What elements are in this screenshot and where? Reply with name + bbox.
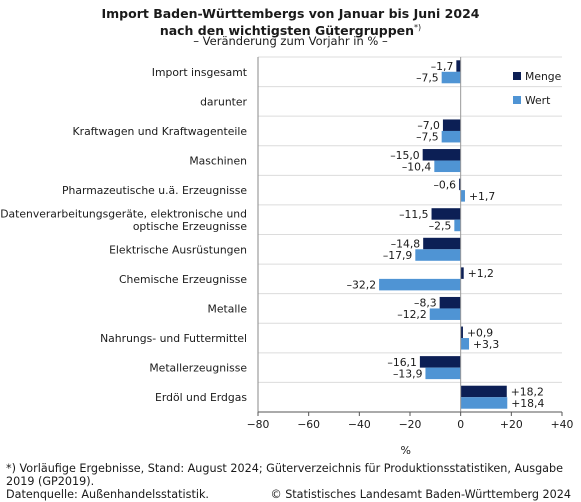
data-label: –8,3 xyxy=(414,297,437,310)
bar-wert xyxy=(460,190,465,202)
bar-menge xyxy=(439,296,461,309)
category-label: Maschinen xyxy=(189,155,247,168)
data-label: –0,6 xyxy=(433,178,456,191)
category-label: Pharmazeutische u.ä. Erzeugnisse xyxy=(62,184,247,197)
bar-menge xyxy=(460,326,463,339)
data-label: +18,2 xyxy=(511,385,544,398)
data-label: –1,7 xyxy=(431,60,454,73)
bar-wert xyxy=(434,160,461,173)
bar-menge xyxy=(442,119,461,131)
x-tick-label: +40 xyxy=(551,418,574,431)
data-label: +1,2 xyxy=(468,267,494,280)
data-label: –14,8 xyxy=(391,238,421,251)
bar-wert xyxy=(441,130,461,143)
x-tick-label: −40 xyxy=(348,418,371,431)
category-label: Metalle xyxy=(208,302,248,315)
bar-menge xyxy=(423,237,461,250)
legend-swatch-wert xyxy=(513,96,521,104)
data-label: +1,7 xyxy=(469,190,495,203)
bar-wert xyxy=(454,219,461,232)
x-tick-label: +20 xyxy=(500,418,523,431)
bar-wert xyxy=(429,308,461,320)
legend-label: Wert xyxy=(525,94,550,107)
x-axis-label: % xyxy=(400,444,410,457)
bar-wert xyxy=(425,367,461,380)
bar-menge xyxy=(456,60,461,72)
chart-title-line2: nach den wichtigsten Gütergruppen*) xyxy=(0,20,581,38)
data-source: Datenquelle: Außenhandelsstatistik. xyxy=(6,488,209,501)
footnote: *) Vorläufige Ergebnisse, Stand: August … xyxy=(6,462,564,488)
data-label: +3,3 xyxy=(473,338,499,351)
data-label: –11,5 xyxy=(399,208,428,221)
x-tick-label: −20 xyxy=(399,418,422,431)
category-label: Metallerzeugnisse xyxy=(149,362,247,375)
bar-menge xyxy=(419,356,461,368)
category-label: Nahrungs- und Futtermittel xyxy=(100,332,247,345)
data-label: –15,0 xyxy=(390,149,420,162)
bar-menge xyxy=(459,178,461,191)
category-label: Erdöl und Erdgas xyxy=(155,391,247,404)
data-label: –7,5 xyxy=(416,131,439,144)
bar-menge xyxy=(460,267,464,279)
bar-wert xyxy=(441,71,461,84)
data-label: –10,4 xyxy=(402,160,432,173)
data-label: –12,2 xyxy=(397,308,426,321)
bar-wert xyxy=(415,249,461,261)
footnote-marker: *) xyxy=(414,23,422,32)
data-label: –16,1 xyxy=(387,356,416,369)
chart-title-text-2: nach den wichtigsten Gütergruppen xyxy=(159,23,415,39)
category-label: Kraftwagen und Kraftwagenteile xyxy=(73,125,248,138)
legend-swatch-menge xyxy=(513,72,521,80)
chart-title: Import Baden-Württembergs von Januar bis… xyxy=(101,6,480,21)
copyright: © Statistisches Landesamt Baden-Württemb… xyxy=(270,488,571,501)
data-label: –7,5 xyxy=(416,72,439,85)
data-label: –13,9 xyxy=(393,367,423,380)
bar-menge xyxy=(460,385,507,398)
bar-wert xyxy=(379,278,461,291)
x-tick-label: 0 xyxy=(457,418,464,431)
data-label: +18,4 xyxy=(511,397,544,410)
bar-wert xyxy=(460,397,508,409)
data-label: –7,0 xyxy=(417,119,440,132)
category-label: Elektrische Ausrüstungen xyxy=(109,243,247,256)
data-label: –2,5 xyxy=(429,219,452,232)
data-label: –32,2 xyxy=(347,279,376,292)
category-label: Chemische Erzeugnisse xyxy=(119,273,247,286)
data-label: –17,9 xyxy=(383,249,413,262)
category-label: Import insgesamt xyxy=(152,66,247,79)
legend-label: Menge xyxy=(525,70,562,83)
bar-menge xyxy=(431,208,461,220)
bar-wert xyxy=(460,338,470,350)
x-tick-label: −60 xyxy=(297,418,320,431)
bar-menge xyxy=(422,149,461,161)
data-label: +0,9 xyxy=(467,326,493,339)
category-label: darunter xyxy=(200,95,247,108)
category-label: optische Erzeugnisse xyxy=(133,220,248,233)
chart-subtitle: – Veränderung zum Vorjahr in % – xyxy=(193,34,388,48)
x-tick-label: −80 xyxy=(247,418,270,431)
category-label: Datenverarbeitungsgeräte, elektronische … xyxy=(0,207,247,220)
